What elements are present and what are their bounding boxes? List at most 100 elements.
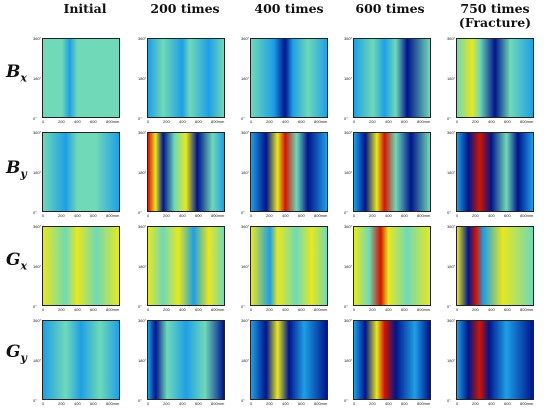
x-tick-label: 600 — [401, 307, 408, 312]
x-tick-label: 600 — [504, 401, 511, 406]
x-tick-label: 600 — [298, 307, 305, 312]
x-tick-label: 800mm — [211, 213, 225, 218]
heatmap-by-400: 360° 180° 0° 0 200 400 600 800mm — [241, 130, 328, 218]
y-tick-label: 180° — [241, 170, 250, 175]
y-tick-label: 0° — [344, 116, 348, 121]
x-tick-label: 400 — [488, 307, 495, 312]
heatmap-by-750: 360° 180° 0° 0 200 400 600 800mm — [447, 130, 534, 218]
x-tick-label: 800mm — [211, 401, 225, 406]
y-tick-label: 0° — [138, 210, 142, 215]
x-tick-label: 600 — [401, 213, 408, 218]
x-tick-label: 0 — [42, 307, 45, 312]
y-tick-label: 360° — [33, 36, 42, 41]
x-tick-label: 0 — [147, 307, 150, 312]
y-tick-label: 360° — [447, 224, 456, 229]
y-tick-label: 360° — [447, 36, 456, 41]
x-tick-label: 200 — [472, 119, 479, 124]
x-tick-label: 200 — [266, 401, 273, 406]
column-title-750-times-line1: 750 times — [460, 1, 530, 16]
x-tick-label: 800mm — [106, 213, 120, 218]
x-tick-label: 200 — [163, 119, 170, 124]
x-tick-label: 400 — [488, 401, 495, 406]
y-tick-label: 0° — [33, 210, 37, 215]
y-tick-label: 360° — [241, 318, 250, 323]
x-tick-label: 600 — [195, 213, 202, 218]
x-tick-label: 600 — [90, 401, 97, 406]
y-tick-label: 0° — [344, 210, 348, 215]
heatmap-by-200: 360° 180° 0° 0 200 400 600 800mm — [138, 130, 225, 218]
y-tick-label: 360° — [344, 36, 353, 41]
x-tick-label: 800mm — [314, 401, 328, 406]
x-tick-label: 0 — [456, 213, 459, 218]
y-tick-label: 0° — [33, 304, 37, 309]
x-tick-label: 600 — [401, 401, 408, 406]
y-tick-label: 180° — [241, 358, 250, 363]
y-tick-label: 360° — [138, 224, 147, 229]
x-tick-label: 0 — [42, 213, 45, 218]
x-tick-label: 800mm — [106, 307, 120, 312]
y-tick-label: 180° — [241, 264, 250, 269]
heatmap-gy-initial: 360° 180° 0° 0 200 400 600 800mm — [33, 318, 120, 406]
x-tick-label: 0 — [42, 119, 45, 124]
y-tick-label: 360° — [33, 130, 42, 135]
y-tick-label: 0° — [344, 304, 348, 309]
x-tick-label: 400 — [179, 401, 186, 406]
row-label-gx: Gx — [6, 250, 28, 273]
x-tick-label: 800mm — [417, 307, 431, 312]
x-tick-label: 800mm — [314, 307, 328, 312]
x-tick-label: 200 — [472, 307, 479, 312]
x-tick-label: 200 — [163, 307, 170, 312]
x-tick-label: 800mm — [520, 213, 534, 218]
x-tick-label: 200 — [472, 401, 479, 406]
x-tick-label: 400 — [179, 213, 186, 218]
x-tick-label: 800mm — [417, 213, 431, 218]
y-tick-label: 180° — [33, 76, 42, 81]
y-tick-label: 360° — [33, 224, 42, 229]
x-tick-label: 0 — [42, 401, 45, 406]
y-tick-label: 0° — [447, 398, 451, 403]
y-tick-label: 360° — [241, 130, 250, 135]
heatmap-gx-initial: 360° 180° 0° 0 200 400 600 800mm — [33, 224, 120, 312]
heatmap-gx-400: 360° 180° 0° 0 200 400 600 800mm — [241, 224, 328, 312]
y-tick-label: 0° — [138, 304, 142, 309]
x-tick-label: 800mm — [520, 401, 534, 406]
y-tick-label: 180° — [138, 358, 147, 363]
x-tick-label: 0 — [250, 401, 253, 406]
y-tick-label: 360° — [33, 318, 42, 323]
x-tick-label: 200 — [369, 213, 376, 218]
y-tick-label: 360° — [241, 224, 250, 229]
x-tick-label: 0 — [353, 401, 356, 406]
y-tick-label: 180° — [447, 358, 456, 363]
y-tick-label: 180° — [33, 264, 42, 269]
x-tick-label: 600 — [90, 307, 97, 312]
y-tick-label: 360° — [138, 130, 147, 135]
y-tick-label: 0° — [33, 398, 37, 403]
x-tick-label: 400 — [282, 119, 289, 124]
x-tick-label: 800mm — [106, 119, 120, 124]
heatmap-bx-750: 360° 180° 0° 0 200 400 600 800mm — [447, 36, 534, 124]
y-tick-label: 180° — [33, 358, 42, 363]
x-tick-label: 600 — [298, 119, 305, 124]
column-title-400-times: 400 times — [254, 1, 324, 16]
x-tick-label: 800mm — [520, 307, 534, 312]
y-tick-label: 0° — [241, 398, 245, 403]
x-tick-label: 400 — [488, 119, 495, 124]
x-tick-label: 400 — [385, 401, 392, 406]
heatmap-by-600: 360° 180° 0° 0 200 400 600 800mm — [344, 130, 431, 218]
x-tick-label: 600 — [504, 119, 511, 124]
x-tick-label: 200 — [369, 307, 376, 312]
column-title-initial: Initial — [63, 1, 107, 16]
x-tick-label: 400 — [282, 401, 289, 406]
y-tick-label: 0° — [241, 210, 245, 215]
y-tick-label: 180° — [241, 76, 250, 81]
x-tick-label: 600 — [298, 213, 305, 218]
y-tick-label: 180° — [344, 76, 353, 81]
x-tick-label: 400 — [74, 119, 81, 124]
column-title-750-times-line2: (Fracture) — [458, 15, 532, 30]
x-tick-label: 200 — [58, 119, 65, 124]
x-tick-label: 800mm — [417, 119, 431, 124]
x-tick-label: 200 — [266, 119, 273, 124]
x-tick-label: 200 — [369, 401, 376, 406]
x-tick-label: 200 — [163, 401, 170, 406]
x-tick-label: 0 — [353, 307, 356, 312]
